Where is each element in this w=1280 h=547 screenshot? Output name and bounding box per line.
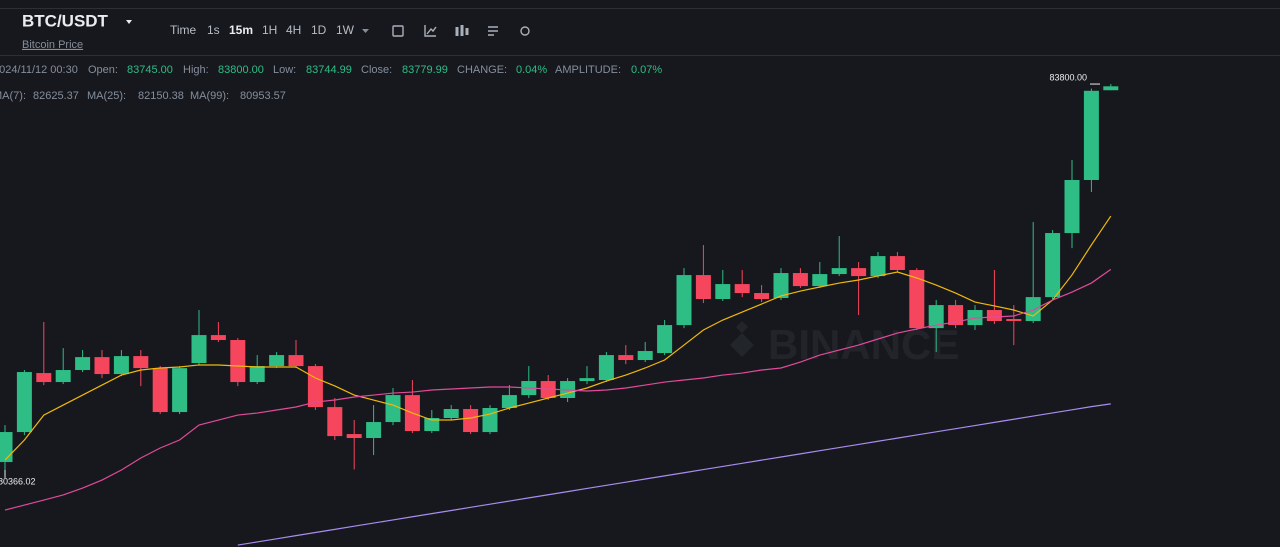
candle-body [1006, 319, 1022, 322]
info-label: Low: [273, 64, 296, 76]
candle-body [1045, 233, 1061, 298]
symbol[interactable]: BTC/USDT [22, 11, 109, 30]
candle-body [269, 355, 285, 367]
candle-body [889, 256, 905, 271]
icon-candles[interactable] [455, 25, 469, 36]
candle-body [792, 273, 808, 287]
candle-body [851, 268, 867, 277]
icon-indicator[interactable] [424, 25, 437, 37]
ma-line [4, 268, 1112, 511]
candle-body [1025, 297, 1041, 322]
info-label: Open: [88, 64, 118, 76]
candle-body [172, 368, 188, 413]
info-label: AMPLITUDE: [555, 64, 621, 76]
candle-body [637, 351, 653, 361]
candle-body [986, 310, 1002, 322]
candle-body [424, 418, 440, 432]
interval-more[interactable] [362, 29, 369, 33]
candle-body [1083, 90, 1099, 181]
candle-body [948, 305, 964, 326]
info-label: CHANGE: [457, 64, 507, 76]
candle-body [715, 284, 731, 300]
candle-body [598, 355, 614, 381]
candle-body [36, 373, 52, 383]
info-label: Close: [361, 64, 392, 76]
interval[interactable]: 1W [336, 23, 355, 37]
candle-body [501, 395, 517, 409]
interval[interactable]: 4H [286, 23, 301, 37]
subtitle[interactable]: Bitcoin Price [22, 39, 83, 51]
candle-body [385, 395, 401, 423]
high-label: 83800.00 [1049, 72, 1087, 82]
candle-body [1064, 180, 1080, 234]
icon-layout[interactable] [488, 26, 498, 36]
info-value: 0.04% [516, 64, 547, 76]
ma-line [4, 215, 1112, 461]
candle-body [463, 409, 479, 433]
candle-body [16, 372, 32, 433]
symbol-caret[interactable] [126, 20, 132, 24]
ma-legend-name: MA(99): [190, 90, 229, 102]
ma-legend-value: 80953.57 [240, 90, 286, 102]
ma-legend-value: 82625.37 [33, 90, 79, 102]
candle-body [657, 325, 673, 354]
candle-body [55, 370, 71, 383]
candle-body [327, 407, 343, 437]
candle-body [579, 378, 595, 382]
candle-body [695, 275, 711, 300]
candle-body [133, 356, 149, 369]
candle-body [346, 434, 362, 439]
interval[interactable]: 1H [262, 23, 277, 37]
candle-body [94, 357, 110, 375]
candle-body [928, 305, 944, 329]
icon-calendar[interactable] [392, 25, 404, 37]
ma-legend-value: 82150.38 [138, 90, 184, 102]
candle-body [0, 432, 13, 463]
interval[interactable]: 1D [311, 23, 327, 37]
candle-body [831, 268, 847, 275]
info-time: 2024/11/12 00:30 [0, 64, 78, 76]
candle-body [754, 293, 770, 300]
candle-body [773, 273, 789, 298]
interval[interactable]: 1s [207, 23, 220, 37]
candle-body [152, 368, 168, 413]
ma-legend-name: MA(7): [0, 90, 26, 102]
info-value: 83779.99 [402, 64, 448, 76]
candle-body [618, 355, 634, 361]
interval[interactable]: Time [170, 23, 197, 37]
low-label: 80366.02 [0, 476, 36, 486]
ma-legend-name: MA(25): [87, 90, 126, 102]
candle-body [734, 284, 750, 294]
interval[interactable]: 15m [229, 23, 253, 37]
info-value: 83800.00 [218, 64, 264, 76]
toolbar-icons [392, 25, 530, 37]
info-label: High: [183, 64, 209, 76]
info-value: 83744.99 [306, 64, 352, 76]
candle-body [75, 357, 91, 371]
candle-body [191, 335, 207, 364]
candle-body [113, 356, 129, 375]
info-value: 0.07% [631, 64, 662, 76]
icon-settings[interactable] [520, 26, 530, 36]
candle-body [230, 340, 246, 383]
candle-body [210, 335, 226, 341]
candle-body [443, 409, 459, 419]
candle-body [482, 408, 498, 433]
watermark-logo [730, 321, 754, 357]
candle-body [288, 355, 304, 367]
info-value: 83745.00 [127, 64, 173, 76]
candle-body [249, 366, 265, 383]
candle-body [676, 275, 692, 326]
watermark: BINANCE [768, 321, 959, 368]
ma-line [237, 403, 1111, 546]
candle-body [909, 270, 925, 329]
candle-body [366, 422, 382, 439]
candle-body [812, 274, 828, 287]
candle-body [1103, 86, 1119, 91]
watermark-group: BINANCE [730, 321, 959, 368]
candle-body [870, 256, 886, 277]
